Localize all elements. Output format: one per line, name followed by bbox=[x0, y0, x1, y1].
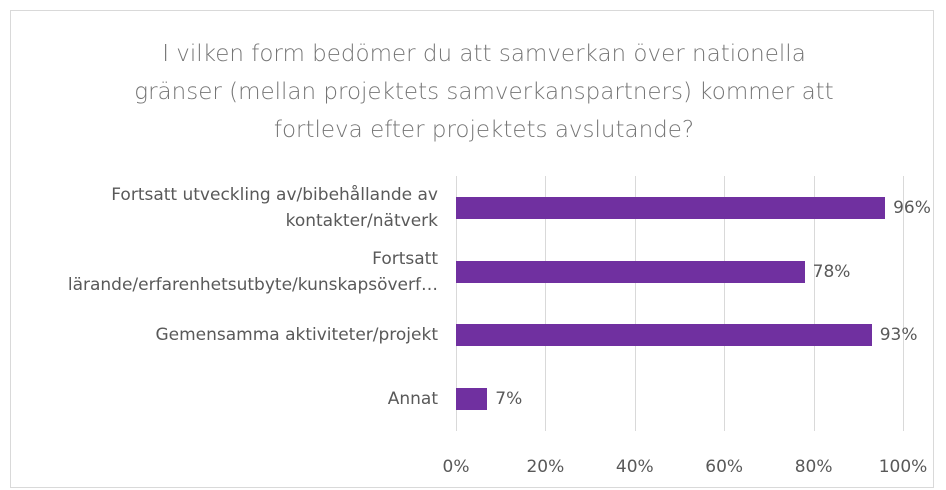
x-tick-label: 20% bbox=[526, 457, 565, 477]
grid-line bbox=[813, 176, 815, 431]
x-tick-label: 40% bbox=[615, 457, 654, 477]
grid-line bbox=[456, 176, 457, 431]
x-tick-label: 100% bbox=[878, 457, 928, 477]
data-label: 96% bbox=[893, 197, 931, 218]
y-tick-label: Fortsatt utveckling av/bibehållande av k… bbox=[111, 184, 438, 231]
y-tick-label: Gemensamma aktiviteter/projekt bbox=[155, 325, 438, 346]
bar bbox=[456, 196, 886, 219]
data-label: 7% bbox=[495, 389, 523, 410]
data-label: 93% bbox=[879, 325, 918, 346]
chart-title: I vilken form bedömer du att samverkan ö… bbox=[134, 41, 834, 143]
grid-line bbox=[545, 176, 547, 431]
grid-line bbox=[634, 176, 636, 431]
bar bbox=[456, 260, 805, 283]
y-tick-label: Annat bbox=[387, 389, 438, 410]
x-tick-label: 80% bbox=[794, 457, 833, 477]
grid-line bbox=[724, 176, 726, 431]
x-tick-label: 0% bbox=[442, 457, 470, 477]
bar bbox=[456, 388, 488, 411]
bar bbox=[456, 324, 872, 347]
grid-line bbox=[903, 176, 904, 431]
data-label: 78% bbox=[812, 261, 851, 282]
chart: I vilken form bedömer du att samverkan ö… bbox=[10, 10, 934, 488]
x-tick-label: 60% bbox=[705, 457, 744, 477]
y-tick-label: Fortsatt lärande/erfarenhetsutbyte/kunsk… bbox=[67, 248, 438, 295]
